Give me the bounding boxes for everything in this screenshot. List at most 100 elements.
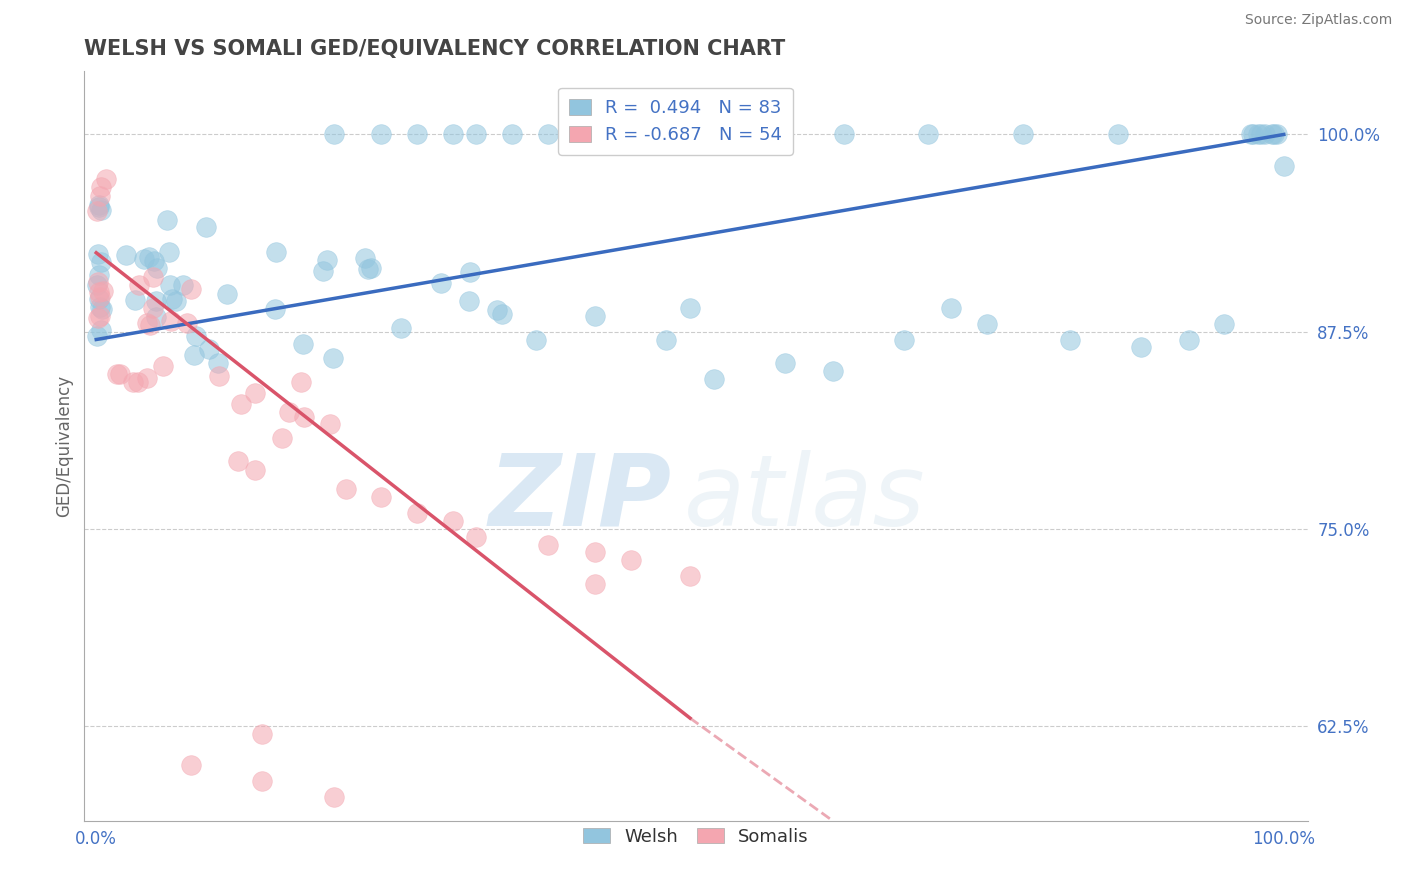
Point xyxy=(226,453,249,467)
Point xyxy=(89,197,111,211)
Point xyxy=(86,203,108,218)
Point xyxy=(893,333,915,347)
Point xyxy=(821,364,844,378)
Point xyxy=(679,301,702,315)
Point xyxy=(89,310,111,324)
Point xyxy=(197,343,219,357)
Point xyxy=(322,351,344,366)
Point xyxy=(86,329,108,343)
Point xyxy=(263,301,285,316)
Point xyxy=(271,431,294,445)
Point xyxy=(501,128,523,142)
Point xyxy=(465,530,488,544)
Point xyxy=(536,128,558,142)
Point xyxy=(264,245,287,260)
Point xyxy=(90,180,112,194)
Point xyxy=(105,368,128,382)
Point xyxy=(145,310,167,324)
Point xyxy=(122,376,145,390)
Point xyxy=(291,336,314,351)
Point xyxy=(290,375,312,389)
Point xyxy=(90,203,112,218)
Text: ZIP: ZIP xyxy=(488,450,672,547)
Point xyxy=(91,302,114,317)
Point xyxy=(243,385,266,400)
Point xyxy=(1260,128,1282,142)
Point xyxy=(1263,128,1285,142)
Point xyxy=(145,293,167,308)
Point xyxy=(145,261,167,276)
Point xyxy=(90,323,112,337)
Point xyxy=(834,128,856,142)
Point xyxy=(184,329,207,343)
Text: atlas: atlas xyxy=(683,450,925,547)
Point xyxy=(135,371,157,385)
Point xyxy=(524,333,547,347)
Point xyxy=(252,727,274,741)
Point xyxy=(89,200,111,214)
Point xyxy=(1059,333,1081,347)
Point xyxy=(620,553,643,567)
Point xyxy=(491,307,513,321)
Point xyxy=(128,278,150,293)
Point xyxy=(460,264,482,278)
Point xyxy=(1241,128,1264,142)
Point xyxy=(406,506,429,520)
Point xyxy=(322,128,344,142)
Point xyxy=(441,128,464,142)
Point xyxy=(679,128,702,142)
Point xyxy=(87,275,110,289)
Point xyxy=(941,301,963,315)
Point xyxy=(134,252,156,266)
Point xyxy=(89,300,111,314)
Point xyxy=(87,292,110,306)
Point xyxy=(89,285,111,300)
Point xyxy=(277,405,299,419)
Point xyxy=(749,128,772,142)
Point xyxy=(91,284,114,298)
Point xyxy=(89,189,111,203)
Point xyxy=(183,348,205,362)
Point xyxy=(322,789,344,804)
Point xyxy=(917,128,939,142)
Point xyxy=(1250,128,1272,142)
Point xyxy=(292,409,315,424)
Point xyxy=(773,356,796,370)
Point xyxy=(89,268,111,283)
Point xyxy=(1272,159,1295,173)
Point xyxy=(127,375,149,389)
Point xyxy=(441,514,464,528)
Point xyxy=(136,316,159,330)
Text: Source: ZipAtlas.com: Source: ZipAtlas.com xyxy=(1244,13,1392,28)
Point xyxy=(1178,333,1201,347)
Point xyxy=(86,310,108,325)
Point xyxy=(156,213,179,227)
Point xyxy=(142,270,165,285)
Point xyxy=(370,490,392,504)
Point xyxy=(316,252,339,267)
Point xyxy=(138,250,160,264)
Point xyxy=(143,253,166,268)
Point xyxy=(319,417,342,431)
Point xyxy=(655,333,678,347)
Point xyxy=(1240,128,1263,142)
Point xyxy=(389,320,412,334)
Point xyxy=(142,301,165,315)
Point xyxy=(1265,128,1288,142)
Text: WELSH VS SOMALI GED/EQUIVALENCY CORRELATION CHART: WELSH VS SOMALI GED/EQUIVALENCY CORRELAT… xyxy=(84,38,786,59)
Point xyxy=(485,303,508,318)
Point xyxy=(360,261,382,276)
Point xyxy=(1247,128,1270,142)
Y-axis label: GED/Equivalency: GED/Equivalency xyxy=(55,375,73,517)
Point xyxy=(180,758,202,772)
Point xyxy=(430,277,453,291)
Point xyxy=(195,220,218,235)
Point xyxy=(87,247,110,261)
Point xyxy=(208,369,231,384)
Point xyxy=(1130,340,1153,354)
Point xyxy=(335,483,357,497)
Point xyxy=(172,277,194,292)
Point xyxy=(312,264,335,278)
Point xyxy=(679,569,702,583)
Point xyxy=(157,245,180,260)
